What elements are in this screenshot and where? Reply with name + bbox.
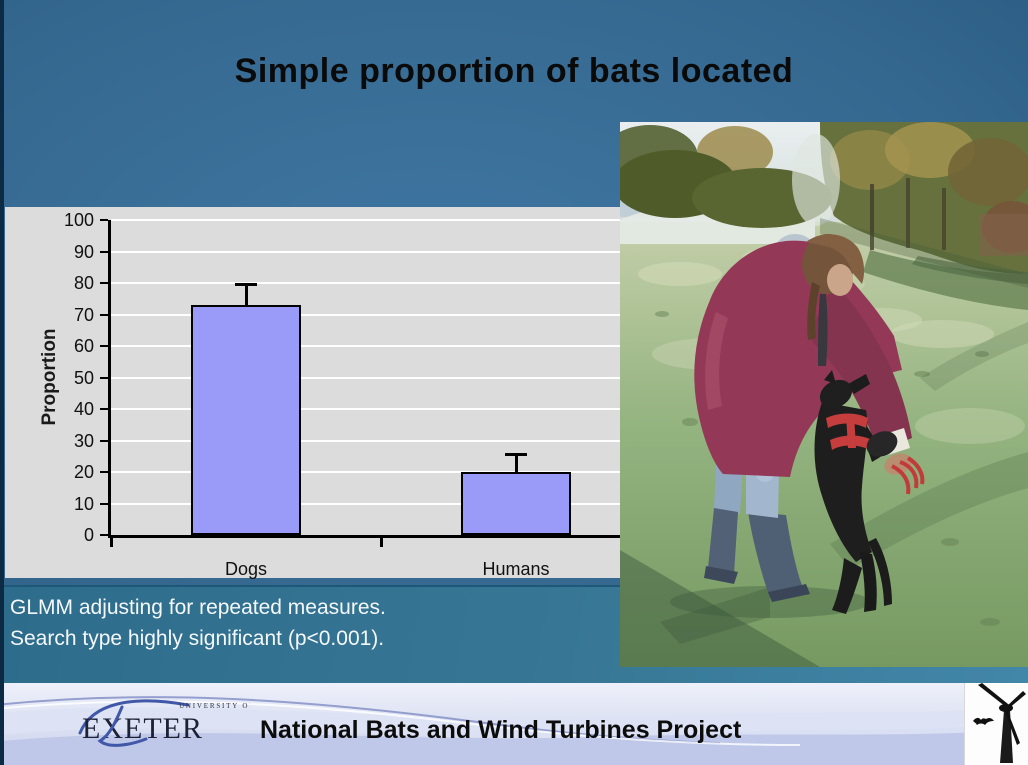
x-axis-label: Dogs [224, 559, 268, 579]
gridline [111, 376, 651, 379]
y-tick-mark [100, 471, 108, 473]
y-tick-label: 80 [73, 273, 94, 293]
bar-dogs [191, 305, 301, 535]
slide-title: Simple proportion of bats located [234, 52, 794, 90]
error-bar-cap [505, 453, 527, 457]
red-lead-loops [891, 456, 925, 495]
x-axis-label: Humans [482, 559, 550, 579]
gridline [111, 345, 651, 347]
error-bar [514, 456, 518, 472]
y-tick-mark [100, 313, 108, 316]
gridline [111, 250, 651, 253]
y-tick-mark [100, 502, 108, 505]
x-tick-mark [110, 538, 113, 547]
gridline [111, 313, 651, 316]
note-line-2: Search type highly significant (p<0.001)… [10, 627, 385, 650]
footer-banner: UNIVERSITY OF EXETER National Bats and W… [0, 683, 1028, 765]
x-tick-mark [380, 538, 383, 547]
exeter-swoosh-tail-icon [97, 705, 148, 747]
y-tick-mark [100, 439, 108, 442]
bar-humans [461, 472, 571, 535]
y-tick-label: 90 [73, 241, 94, 262]
y-tick-mark [100, 376, 108, 379]
exeter-swoosh-icon [78, 699, 190, 735]
field-photo [620, 122, 1028, 667]
y-tick-mark [100, 345, 108, 347]
error-bar-cap [235, 283, 257, 287]
y-tick-label: 70 [73, 304, 94, 325]
gridline [111, 282, 651, 284]
gridline [111, 219, 651, 221]
university-of-exeter-logo: UNIVERSITY OF EXETER [78, 699, 250, 747]
slide-left-border [0, 0, 4, 765]
y-tick-mark [100, 408, 108, 410]
y-tick-label: 40 [73, 399, 94, 419]
x-axis-labels: Dogs Humans [5, 538, 653, 579]
dog-harness [826, 413, 872, 450]
note-text: GLMM adjusting for repeated measures. Se… [0, 587, 1028, 659]
bat-icon [973, 717, 994, 725]
y-tick-label: 0 [83, 525, 94, 545]
gridline [111, 408, 651, 410]
field-photo-illustration [620, 122, 1028, 667]
turbine-logo-box [964, 683, 1028, 765]
y-tick-label: 10 [73, 493, 94, 514]
y-tick-label: 30 [73, 430, 94, 451]
logo-university-of-text: UNIVERSITY OF [179, 702, 250, 710]
plot-area [108, 219, 651, 538]
wind-turbine-icon [973, 683, 1026, 763]
y-tick-label: 60 [73, 336, 94, 356]
y-tick-mark [100, 534, 108, 536]
y-tick-label: 20 [73, 462, 94, 482]
bar-chart: Proportion 0 10 20 30 40 50 60 70 80 90 100 Dogs Hu… [5, 207, 653, 579]
y-tick-mark [100, 282, 108, 284]
y-tick-label: 100 [63, 210, 94, 230]
dog-figure [814, 370, 925, 614]
y-tick-mark [100, 250, 108, 253]
error-bar [244, 286, 248, 306]
person-figure [694, 234, 912, 602]
y-tick-mark [100, 219, 108, 221]
gridline [111, 471, 651, 473]
project-title: National Bats and Wind Turbines Project [260, 716, 742, 744]
gridline [111, 502, 651, 505]
y-tick-label: 50 [73, 367, 94, 388]
gridline [111, 439, 651, 442]
y-axis: 0 10 20 30 40 50 60 70 80 90 100 [5, 210, 108, 545]
note-line-1: GLMM adjusting for repeated measures. [10, 596, 386, 619]
